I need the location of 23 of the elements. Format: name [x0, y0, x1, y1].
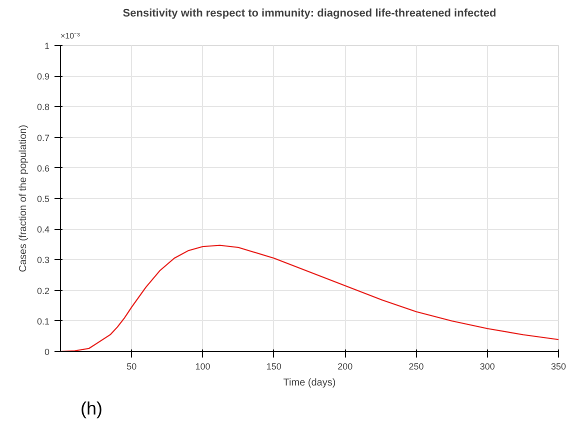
y-axis-title: Cases (fraction of the population) [18, 124, 29, 272]
y-tick-label: 0.5 [36, 194, 50, 204]
y-tick-label: 0 [44, 347, 50, 357]
y-tick-label: 1 [44, 41, 50, 51]
x-tick-label: 250 [408, 362, 424, 372]
x-tick-label: 300 [480, 362, 495, 372]
y-tick-label: 0.4 [36, 224, 50, 235]
y-tick-label: 0.2 [36, 286, 50, 296]
x-tick-label: 150 [266, 362, 282, 372]
chart-title: Sensitivity with respect to immunity: diagnosed life-threatened infected [122, 8, 496, 20]
y-tick-label: 0.9 [36, 72, 50, 82]
y-tick-label: 0.6 [36, 163, 50, 174]
x-tick-label: 200 [338, 362, 353, 372]
text: (h) [80, 398, 102, 418]
y-tick-label: 0.8 [36, 102, 50, 112]
y-tick-label: 0.1 [36, 316, 50, 326]
x-axis-title: Time (days) [283, 378, 336, 388]
x-tick-label: 50 [126, 362, 137, 372]
text: ×10⁻³ [60, 32, 80, 40]
x-tick-label: 100 [195, 362, 210, 372]
y-tick-label: 0.7 [36, 132, 50, 143]
y-tick-label: 0.3 [36, 255, 50, 266]
x-tick-label: 350 [550, 362, 566, 372]
